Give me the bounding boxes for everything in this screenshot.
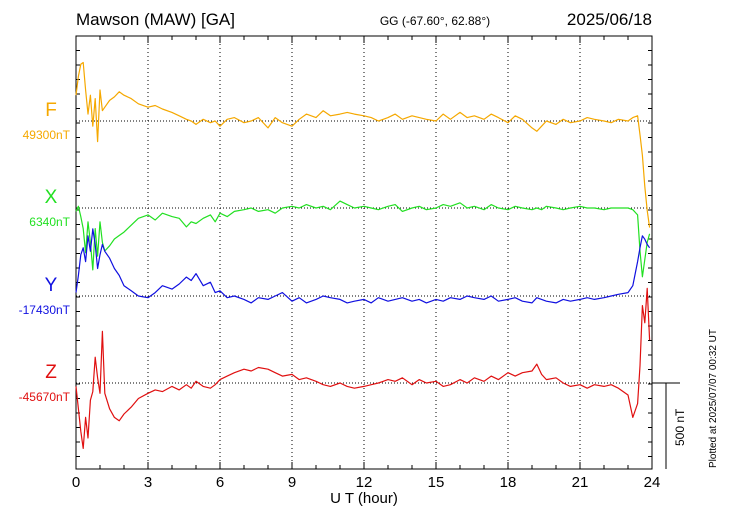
channel-name-x: X: [45, 187, 58, 208]
channel-labels: F 49300nT X 6340nT Y -17430nT Z -45670nT: [19, 100, 71, 404]
channel-name-z: Z: [45, 362, 57, 383]
baselines: [76, 120, 680, 384]
frame-ticks: [75, 36, 653, 469]
x-tick-label: 0: [72, 474, 80, 491]
channel-baseline-x: 6340nT: [29, 215, 70, 229]
channel-baseline-y: -17430nT: [19, 303, 71, 317]
channel-baseline-z: -45670nT: [19, 390, 71, 404]
channel-baseline-f: 49300nT: [23, 128, 71, 142]
x-axis-label: U T (hour): [330, 490, 398, 507]
x-tick-label: 12: [356, 474, 373, 491]
x-tick-label: 3: [144, 474, 152, 491]
trace-f: [75, 61, 651, 228]
x-tick-label: 21: [572, 474, 589, 491]
trace-x: [75, 200, 651, 278]
trace-y: [75, 228, 651, 304]
plotted-timestamp: Plotted at 2025/07/07 00:32 UT: [708, 329, 719, 468]
traces: [75, 61, 651, 449]
x-tick-label: 9: [288, 474, 296, 491]
geo-coordinates: GG (-67.60°, 62.88°): [380, 14, 490, 28]
x-tick-label: 24: [644, 474, 661, 491]
x-tick-labels: 0 3 6 9 12 15 18 21 24: [72, 474, 661, 491]
x-tick-label: 6: [216, 474, 224, 491]
channel-name-f: F: [45, 100, 57, 121]
x-tick-label: 15: [428, 474, 445, 491]
station-title: Mawson (MAW) [GA]: [76, 10, 235, 29]
trace-z: [75, 287, 651, 449]
plot-date: 2025/06/18: [567, 10, 652, 29]
x-tick-label: 18: [500, 474, 517, 491]
channel-name-y: Y: [45, 275, 58, 296]
vertical-grid: [147, 36, 581, 469]
scale-bar-label: 500 nT: [673, 408, 687, 446]
